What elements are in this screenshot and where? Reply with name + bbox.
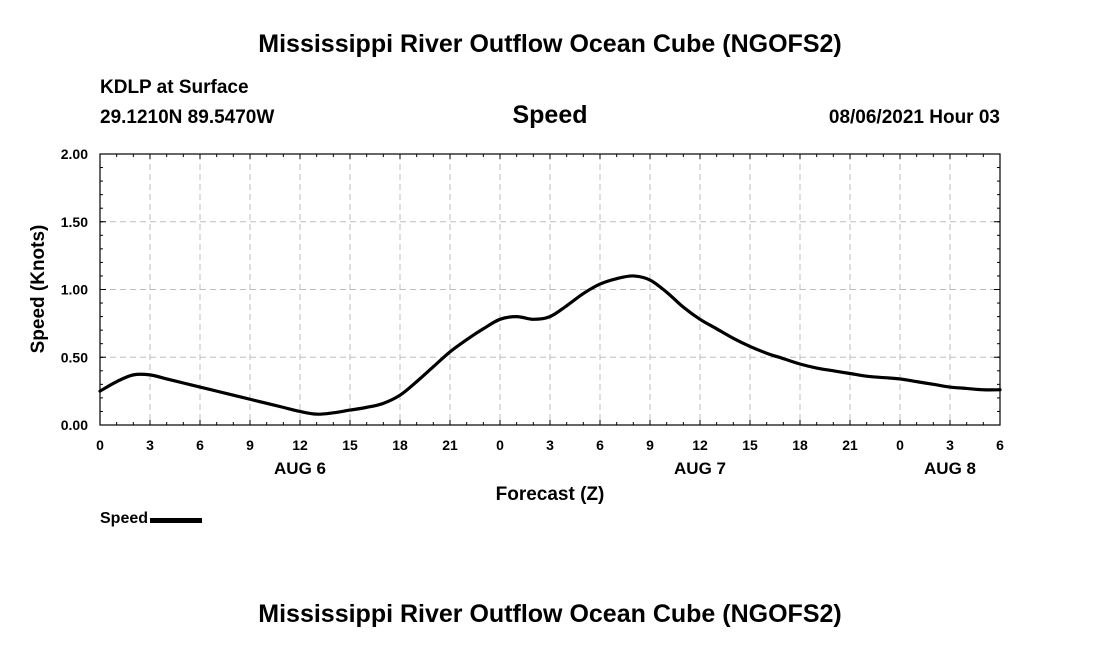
x-tick-label: 9: [646, 437, 654, 453]
date-label: AUG 6: [274, 459, 326, 478]
y-tick-label: 0.50: [61, 349, 88, 365]
x-tick-label: 6: [196, 437, 204, 453]
legend-label-speed: Speed: [100, 510, 149, 527]
x-tick-label: 12: [292, 437, 308, 453]
date-label: AUG 8: [924, 459, 976, 478]
axis-labels: 0 3 6 9 12 15 18 21 0 3 6 9 12 15 18 21 0 3 6 0.00 0.50 1.00 1…: [61, 146, 1004, 478]
x-tick-label: 18: [392, 437, 408, 453]
x-tick-label: 15: [342, 437, 358, 453]
x-axis-label: Forecast (Z): [496, 484, 605, 505]
y-tick-label: 1.50: [61, 214, 88, 230]
x-tick-label: 3: [946, 437, 954, 453]
x-tick-label: 9: [246, 437, 254, 453]
x-tick-label: 12: [692, 437, 708, 453]
x-tick-label: 0: [96, 437, 104, 453]
coordinates-label: 29.1210N 89.5470W: [100, 107, 275, 128]
speed-series-line: [98, 274, 1002, 416]
x-tick-label: 21: [842, 437, 858, 453]
forecast-datetime: 08/06/2021 Hour 03: [828, 107, 1000, 128]
x-tick-label: 3: [146, 437, 154, 453]
footer-title: Mississippi River Outflow Ocean Cube (NG…: [258, 600, 842, 628]
chart-title: Mississippi River Outflow Ocean Cube (NG…: [258, 30, 842, 58]
y-axis-label: Speed (Knots): [28, 225, 49, 354]
station-label: KDLP at Surface: [100, 77, 249, 98]
x-tick-label: 0: [896, 437, 904, 453]
x-tick-label: 3: [546, 437, 554, 453]
y-tick-label: 1.00: [61, 282, 88, 298]
date-label: AUG 7: [674, 459, 726, 478]
y-tick-label: 0.00: [61, 417, 88, 433]
axis-ticks: [99, 153, 1001, 426]
variable-title: Speed: [512, 101, 588, 129]
chart-legend: Speed: [100, 510, 203, 528]
x-tick-label: 6: [596, 437, 604, 453]
x-tick-label: 6: [996, 437, 1004, 453]
x-tick-label: 21: [442, 437, 458, 453]
x-tick-label: 15: [742, 437, 758, 453]
x-tick-label: 18: [792, 437, 808, 453]
x-tick-label: 0: [496, 437, 504, 453]
chart-grid: [100, 154, 1000, 425]
legend-swatch-speed: [150, 518, 203, 523]
y-tick-label: 2.00: [61, 146, 88, 162]
